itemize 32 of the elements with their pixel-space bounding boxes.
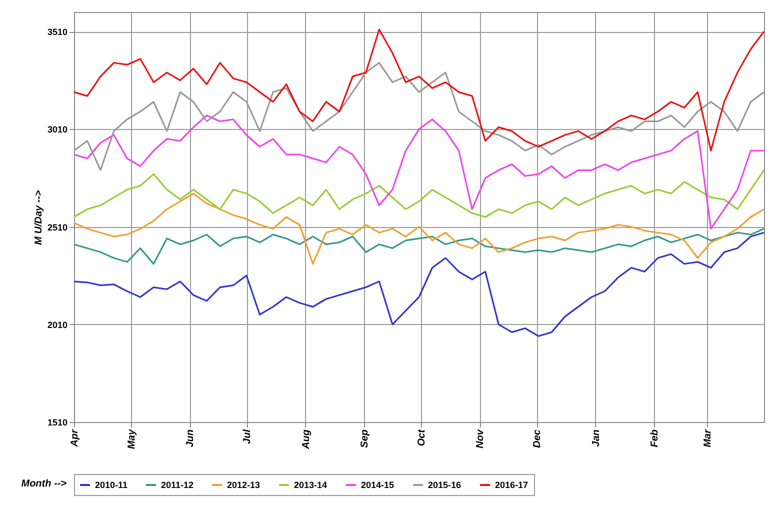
y-tick-label: 2010 [47,320,68,330]
x-tick-label: Dec [532,429,544,448]
y-axis-title: M U/Day --> [33,190,44,245]
legend-label: 2010-11 [95,480,128,490]
x-tick-label: Aug [300,430,312,450]
x-tick-label: Jun [185,430,196,448]
y-tick-label: 3510 [47,27,68,38]
y-tick-label: 1510 [47,418,68,428]
x-tick-label: Sep [360,430,371,448]
x-tick-label: Jan [590,430,602,447]
line-series [73,228,765,265]
line-series [73,28,765,152]
line-series [73,169,765,218]
legend-label: 2013-14 [294,480,328,490]
legend-label: 2014-15 [361,480,394,490]
legend-label: 2016-17 [495,480,528,490]
x-tick-label: Jul [242,429,253,444]
x-axis-title: Month --> [21,478,67,490]
x-tick-label: May [126,429,138,449]
x-tick-label: Feb [650,430,661,448]
line-series [73,114,765,230]
legend-label: 2012-13 [227,480,260,490]
y-tick-label: 2510 [47,222,68,232]
y-tick-label: 3010 [47,124,68,135]
x-tick-label: Mar [702,428,714,448]
line-series [73,232,765,337]
x-tick-label: Nov [475,428,486,448]
x-tick-label: Oct [416,428,428,446]
x-tick-label: Apr [70,428,80,448]
legend-label: 2011-12 [161,480,194,490]
legend-label: 2015-16 [428,480,462,490]
line-series [73,192,765,265]
